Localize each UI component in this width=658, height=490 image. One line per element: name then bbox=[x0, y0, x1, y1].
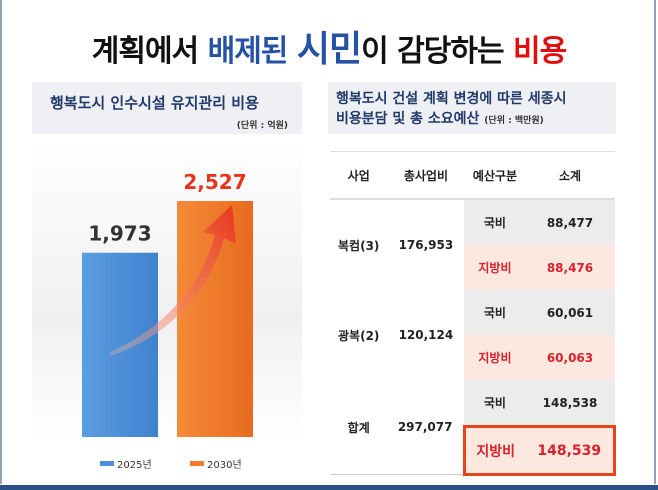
table-row: 광복(2) 120,124 국비 60,061 bbox=[330, 290, 615, 343]
col-header: 소계 bbox=[525, 151, 615, 200]
table-row: 복컴(3) 176,953 국비 88,477 bbox=[330, 199, 615, 253]
legend-item: 2030년 bbox=[190, 456, 242, 471]
left-panel-header: 행복도시 인수시설 유지관리 비용 (단위 : 억원) bbox=[32, 82, 302, 134]
value-cell: 88,476 bbox=[525, 245, 615, 290]
bar-2025년 bbox=[82, 252, 158, 437]
type-cell: 국비 bbox=[464, 199, 526, 245]
col-header: 총사업비 bbox=[387, 151, 465, 200]
legend-label: 2025년 bbox=[117, 460, 152, 471]
legend-swatch bbox=[190, 461, 204, 466]
total-cell: 297,077 bbox=[387, 380, 465, 475]
value-cell: 148,539 bbox=[525, 425, 617, 476]
legend-swatch bbox=[100, 461, 114, 466]
bar-value-label: 2,527 bbox=[183, 170, 246, 194]
value-cell: 88,477 bbox=[525, 199, 615, 245]
title-part: 비용 bbox=[513, 34, 567, 69]
bottom-bar bbox=[0, 485, 658, 490]
legend-label: 2030년 bbox=[207, 460, 242, 471]
right-heading-line1: 행복도시 건설 계획 변경에 따른 세종시 bbox=[336, 91, 567, 107]
project-cell: 복컴(3) bbox=[338, 238, 380, 253]
total-cell: 120,124 bbox=[398, 328, 454, 342]
left-heading: 행복도시 인수시설 유지관리 비용 bbox=[50, 94, 259, 112]
bar-value-label: 1,973 bbox=[88, 222, 151, 246]
total-cell: 176,953 bbox=[398, 238, 454, 252]
value-cell: 148,538 bbox=[525, 380, 615, 427]
chart-background bbox=[32, 140, 302, 440]
type-cell: 지방비 bbox=[464, 245, 526, 290]
page-title: 계획에서 배제된 시민이 감당하는 비용 bbox=[0, 20, 658, 72]
value-cell: 60,061 bbox=[525, 290, 615, 335]
budget-table: 사업 총사업비 예산구분 소계 복컴(3) 176,953 국비 88,477 지방비… bbox=[330, 151, 617, 476]
type-cell: 국비 bbox=[464, 290, 526, 335]
table-row-highlighted: 지방비 148,539 bbox=[330, 425, 617, 476]
project-cell: 광복(2) bbox=[338, 328, 380, 343]
title-part: 이 감당하는 bbox=[361, 34, 504, 69]
value-cell: 60,063 bbox=[525, 335, 615, 380]
right-heading-line2: 비용분담 및 총 소요예산 bbox=[336, 111, 480, 127]
type-cell: 국비 bbox=[464, 380, 526, 427]
upward-arrow-icon bbox=[110, 205, 236, 356]
type-cell: 지방비 bbox=[464, 335, 526, 380]
table-row: 합계 297,077 국비 148,538 bbox=[330, 380, 615, 475]
title-part: 배제된 bbox=[207, 34, 289, 69]
table-row: 지방비 60,063 bbox=[330, 335, 615, 380]
left-unit: (단위 : 억원) bbox=[236, 121, 288, 131]
project-cell: 합계 bbox=[330, 380, 388, 475]
table-row: 지방비 88,476 bbox=[330, 245, 615, 290]
right-unit: (단위 : 백만원) bbox=[484, 116, 544, 126]
right-panel-header: 행복도시 건설 계획 변경에 따른 세종시 비용분담 및 총 소요예산 (단위 … bbox=[328, 82, 616, 134]
title-part: 계획에서 bbox=[91, 34, 199, 69]
col-header: 사업 bbox=[330, 151, 388, 200]
title-part: 시민 bbox=[296, 29, 362, 70]
col-header: 예산구분 bbox=[464, 151, 526, 200]
legend-item: 2025년 bbox=[100, 456, 152, 471]
type-cell: 지방비 bbox=[462, 425, 526, 476]
